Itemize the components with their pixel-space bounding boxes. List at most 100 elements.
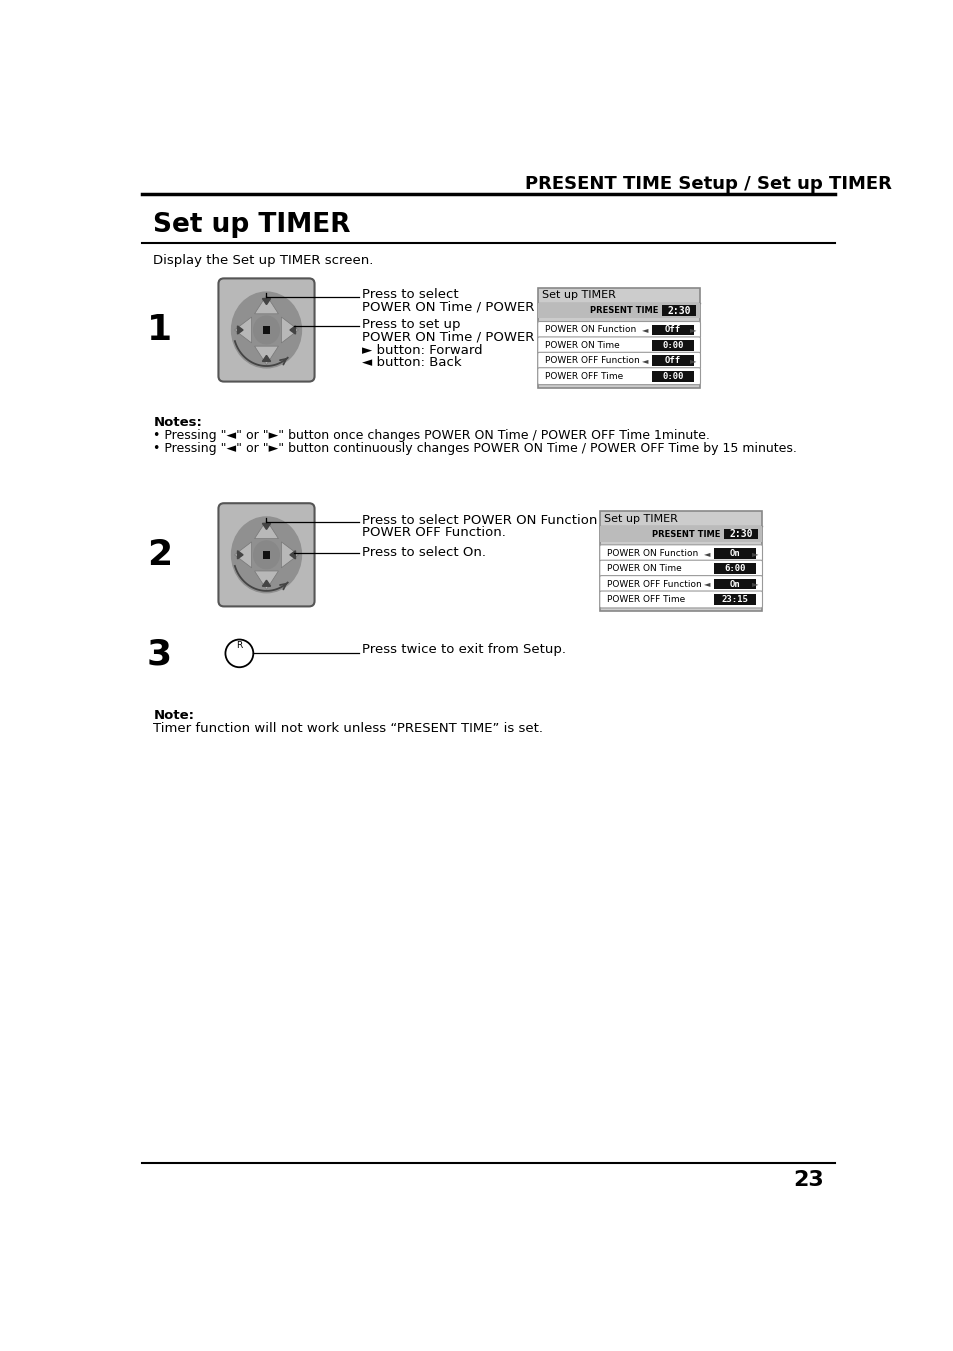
Text: 3: 3: [147, 638, 172, 671]
Polygon shape: [281, 542, 298, 567]
Text: ►: ►: [751, 549, 758, 558]
FancyBboxPatch shape: [537, 336, 700, 354]
FancyBboxPatch shape: [651, 340, 694, 351]
Text: 0:00: 0:00: [661, 372, 683, 381]
Text: 23:15: 23:15: [720, 594, 748, 604]
Text: Set up TIMER: Set up TIMER: [542, 290, 616, 300]
Polygon shape: [254, 571, 278, 589]
Text: POWER ON Time: POWER ON Time: [544, 340, 618, 350]
Text: ►: ►: [689, 357, 696, 365]
Text: ◄ button: Back: ◄ button: Back: [361, 357, 461, 369]
Text: ►: ►: [751, 580, 758, 589]
Text: 1: 1: [147, 313, 172, 347]
FancyBboxPatch shape: [599, 590, 761, 608]
Circle shape: [225, 639, 253, 667]
Text: ◄: ◄: [703, 549, 710, 558]
FancyBboxPatch shape: [651, 370, 694, 381]
Text: ► button: Forward: ► button: Forward: [361, 345, 482, 357]
FancyBboxPatch shape: [218, 503, 314, 607]
Text: PRESENT TIME: PRESENT TIME: [589, 307, 658, 315]
Polygon shape: [234, 317, 252, 343]
Polygon shape: [234, 542, 252, 567]
FancyBboxPatch shape: [218, 278, 314, 381]
Text: 6:00: 6:00: [723, 565, 745, 573]
Polygon shape: [262, 580, 271, 586]
Polygon shape: [254, 520, 278, 539]
FancyBboxPatch shape: [723, 528, 757, 539]
Polygon shape: [254, 346, 278, 365]
Text: Note:: Note:: [153, 709, 194, 721]
Text: 2:30: 2:30: [728, 530, 752, 539]
FancyBboxPatch shape: [537, 288, 700, 388]
Text: Press to select: Press to select: [361, 288, 458, 301]
Text: PRESENT TIME Setup / Set up TIMER: PRESENT TIME Setup / Set up TIMER: [524, 174, 891, 193]
FancyBboxPatch shape: [537, 322, 700, 339]
Text: POWER OFF Function: POWER OFF Function: [606, 580, 700, 589]
Polygon shape: [237, 326, 243, 334]
Text: 2: 2: [147, 538, 172, 571]
Polygon shape: [281, 317, 298, 343]
Text: ◄: ◄: [641, 357, 648, 365]
Text: PRESENT TIME: PRESENT TIME: [651, 530, 720, 539]
Text: POWER ON Time / POWER OFF Time.: POWER ON Time / POWER OFF Time.: [361, 301, 604, 313]
Text: POWER ON Time: POWER ON Time: [606, 565, 680, 573]
Text: Press twice to exit from Setup.: Press twice to exit from Setup.: [361, 643, 565, 657]
Polygon shape: [290, 551, 295, 559]
FancyBboxPatch shape: [537, 303, 700, 319]
Text: Press to set up: Press to set up: [361, 319, 460, 331]
Text: • Pressing "◄" or "►" button once changes POWER ON Time / POWER OFF Time 1minute: • Pressing "◄" or "►" button once change…: [153, 430, 709, 442]
Text: POWER ON Time / POWER OFF Time.: POWER ON Time / POWER OFF Time.: [361, 331, 604, 343]
Text: ◄: ◄: [703, 580, 710, 589]
Text: POWER OFF Function: POWER OFF Function: [544, 357, 639, 365]
FancyBboxPatch shape: [599, 544, 761, 562]
Polygon shape: [262, 299, 271, 304]
Text: Press to select POWER ON Function /: Press to select POWER ON Function /: [361, 513, 605, 527]
Text: POWER ON Function: POWER ON Function: [606, 549, 698, 558]
Text: Notes:: Notes:: [153, 416, 202, 430]
Text: Off: Off: [664, 326, 680, 335]
Text: 0:00: 0:00: [661, 340, 683, 350]
FancyBboxPatch shape: [599, 527, 761, 542]
Text: ►: ►: [689, 326, 696, 335]
Text: Timer function will not work unless “PRESENT TIME” is set.: Timer function will not work unless “PRE…: [153, 721, 543, 735]
Ellipse shape: [232, 292, 301, 367]
Text: POWER OFF Time: POWER OFF Time: [544, 372, 622, 381]
FancyBboxPatch shape: [713, 549, 756, 559]
Text: ◄: ◄: [641, 326, 648, 335]
Text: On: On: [729, 580, 740, 589]
FancyBboxPatch shape: [537, 353, 700, 369]
Text: • Pressing "◄" or "►" button continuously changes POWER ON Time / POWER OFF Time: • Pressing "◄" or "►" button continuousl…: [153, 442, 797, 455]
FancyBboxPatch shape: [713, 594, 756, 605]
FancyBboxPatch shape: [262, 326, 270, 334]
Ellipse shape: [232, 517, 301, 593]
Ellipse shape: [253, 540, 279, 569]
FancyBboxPatch shape: [262, 551, 270, 558]
Polygon shape: [237, 551, 243, 559]
FancyBboxPatch shape: [599, 576, 761, 593]
Text: On: On: [729, 549, 740, 558]
Polygon shape: [254, 296, 278, 313]
FancyBboxPatch shape: [599, 561, 761, 577]
Text: 2:30: 2:30: [666, 305, 690, 316]
Text: Display the Set up TIMER screen.: Display the Set up TIMER screen.: [153, 254, 374, 267]
Text: R: R: [236, 642, 242, 650]
Polygon shape: [290, 326, 295, 334]
Polygon shape: [262, 523, 271, 530]
FancyBboxPatch shape: [661, 305, 695, 316]
Text: Set up TIMER: Set up TIMER: [153, 212, 351, 238]
Text: POWER OFF Time: POWER OFF Time: [606, 594, 684, 604]
FancyBboxPatch shape: [713, 563, 756, 574]
FancyBboxPatch shape: [651, 355, 694, 366]
Text: Set up TIMER: Set up TIMER: [604, 513, 678, 524]
Text: POWER OFF Function.: POWER OFF Function.: [361, 526, 505, 539]
Polygon shape: [262, 355, 271, 362]
FancyBboxPatch shape: [651, 324, 694, 335]
Text: Press to select On.: Press to select On.: [361, 546, 485, 558]
Text: Off: Off: [664, 357, 680, 365]
Text: POWER ON Function: POWER ON Function: [544, 326, 636, 335]
FancyBboxPatch shape: [537, 367, 700, 385]
Text: 23: 23: [793, 1170, 823, 1190]
FancyBboxPatch shape: [713, 578, 756, 589]
FancyBboxPatch shape: [599, 511, 761, 611]
Ellipse shape: [253, 316, 279, 345]
